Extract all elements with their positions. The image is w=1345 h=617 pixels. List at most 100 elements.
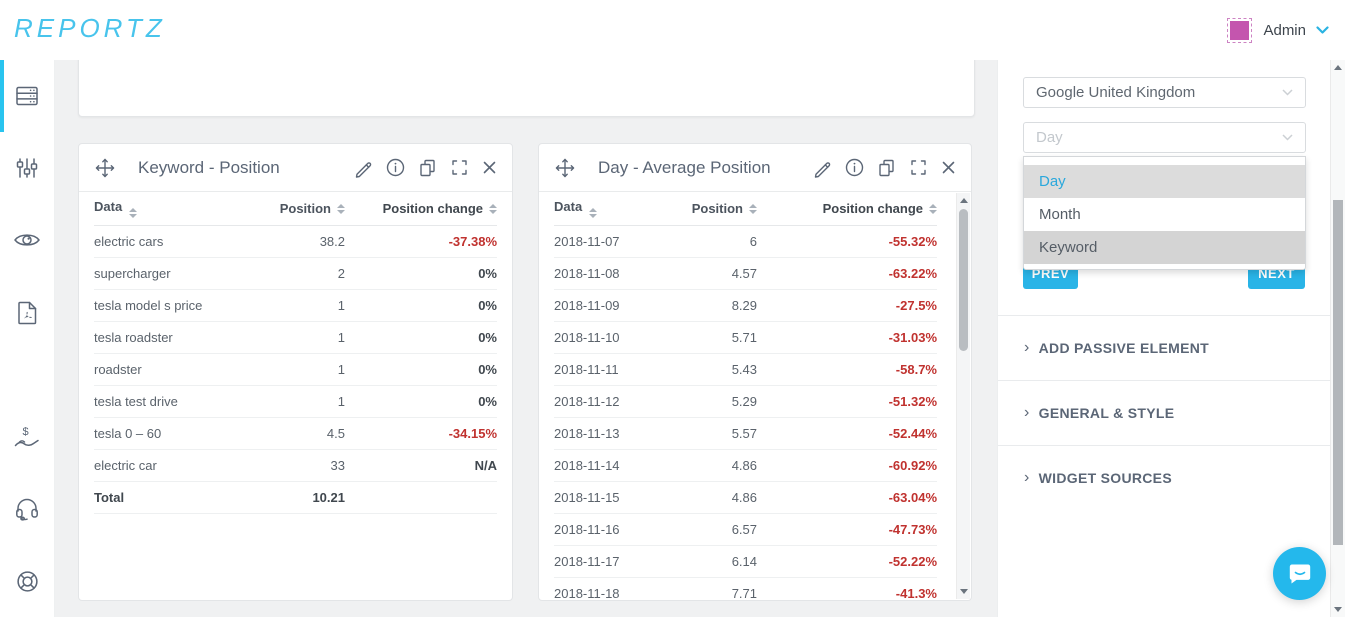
sidebar-item-billing[interactable]: $: [0, 401, 54, 473]
fullscreen-icon[interactable]: [909, 158, 928, 177]
accordion-section[interactable]: › GENERAL & STYLE: [998, 380, 1330, 445]
sidebar-item-help[interactable]: [0, 545, 54, 617]
cell-position-change: -27.5%: [895, 298, 937, 313]
widget-settings-panel: Google United Kingdom Day Day Month Keyw…: [997, 60, 1330, 617]
edit-pencil-icon[interactable]: [813, 158, 832, 178]
sort-icon[interactable]: [489, 203, 497, 214]
scroll-down-arrow-icon[interactable]: [1334, 607, 1342, 612]
user-name: Admin: [1263, 21, 1306, 39]
column-header-data[interactable]: Data: [554, 199, 669, 218]
app-header: REPORTZ Admin: [0, 0, 1345, 60]
info-icon[interactable]: [386, 158, 405, 177]
cell-date: 2018-11-17: [554, 554, 620, 569]
accordion-section[interactable]: › ADD PASSIVE ELEMENT: [998, 315, 1330, 380]
sidebar-item-preview[interactable]: [0, 204, 54, 276]
sidebar-item-widgets[interactable]: [0, 60, 54, 132]
search-engine-value: Google United Kingdom: [1036, 84, 1196, 101]
dropdown-option[interactable]: Keyword: [1024, 231, 1305, 264]
cell-date: 2018-11-12: [554, 394, 620, 409]
chevron-down-icon: [1282, 134, 1293, 141]
accordion-section-label: ADD PASSIVE ELEMENT: [1038, 340, 1209, 356]
scroll-up-arrow-icon[interactable]: [1334, 65, 1342, 70]
cell-position: 5.57: [731, 426, 757, 441]
scroll-up-arrow-icon[interactable]: [960, 198, 968, 203]
cell-date: 2018-11-10: [554, 330, 620, 345]
grouping-select[interactable]: Day: [1023, 122, 1306, 153]
cell-position-change: N/A: [474, 458, 497, 473]
scroll-down-arrow-icon[interactable]: [960, 589, 968, 594]
move-icon[interactable]: [94, 157, 116, 179]
duplicate-icon[interactable]: [877, 158, 896, 178]
page-scrollbar[interactable]: [1330, 60, 1345, 617]
cell-date: 2018-11-08: [554, 266, 620, 281]
close-icon[interactable]: [482, 160, 497, 175]
cell-keyword: electric cars: [94, 234, 164, 249]
move-icon[interactable]: [554, 157, 576, 179]
widget-title: Day - Average Position: [598, 157, 771, 177]
search-engine-select[interactable]: Google United Kingdom: [1023, 77, 1306, 108]
cell-date: 2018-11-14: [554, 458, 620, 473]
sort-icon[interactable]: [589, 208, 598, 218]
table-row: 2018-11-08 4.57 -63.22%: [554, 258, 937, 290]
table-row: 2018-11-15 4.86 -63.04%: [554, 482, 937, 514]
sort-icon[interactable]: [129, 208, 138, 218]
app-logo[interactable]: REPORTZ: [14, 13, 166, 43]
table-row: 2018-11-17 6.14 -52.22%: [554, 546, 937, 578]
pdf-file-icon: [17, 301, 36, 324]
cell-position-change: -37.38%: [448, 234, 497, 249]
fullscreen-icon[interactable]: [450, 158, 469, 177]
cell-date: 2018-11-15: [554, 490, 620, 505]
user-menu[interactable]: Admin: [1227, 0, 1329, 60]
accordion-section[interactable]: › WIDGET SOURCES: [998, 445, 1330, 510]
widget-card-partial: [78, 60, 975, 117]
cell-keyword: tesla model s price: [94, 298, 203, 313]
sort-icon[interactable]: [749, 203, 757, 214]
cell-position-change: -41.3%: [895, 586, 937, 601]
widget-header: Day - Average Position: [539, 144, 971, 192]
day-average-position-table: Data Position Position change 2018-11-07…: [539, 192, 971, 601]
sidebar-item-controls[interactable]: [0, 132, 54, 204]
life-ring-icon: [16, 570, 38, 592]
cell-position: 5.71: [731, 330, 757, 345]
sort-icon[interactable]: [337, 203, 345, 214]
cell-position: 1: [337, 394, 345, 409]
chevron-right-icon: ›: [1024, 339, 1030, 356]
cell-position: 6: [749, 234, 757, 249]
table-row: electric cars 38.2 -37.38%: [94, 226, 497, 258]
column-header-data[interactable]: Data: [94, 199, 257, 218]
duplicate-icon[interactable]: [418, 158, 437, 178]
cell-keyword: roadster: [94, 362, 142, 377]
cell-position: 6.14: [731, 554, 757, 569]
cell-position-change: -51.32%: [888, 394, 937, 409]
dropdown-option[interactable]: Day: [1024, 165, 1305, 198]
cell-date: 2018-11-09: [554, 298, 620, 313]
sort-icon[interactable]: [929, 203, 937, 214]
table-row: supercharger 2 0%: [94, 258, 497, 290]
sidebar-item-support[interactable]: [0, 473, 54, 545]
cell-keyword: tesla roadster: [94, 330, 173, 345]
cell-position: 7.71: [731, 586, 757, 601]
column-header-change[interactable]: Position change: [345, 201, 497, 216]
cell-date: 2018-11-16: [554, 522, 620, 537]
scrollbar-thumb[interactable]: [959, 209, 968, 351]
widget-scrollbar[interactable]: [956, 193, 970, 599]
cell-keyword: supercharger: [94, 266, 171, 281]
dropdown-option[interactable]: Month: [1039, 206, 1081, 223]
chat-launcher-button[interactable]: [1273, 547, 1326, 600]
edit-pencil-icon[interactable]: [354, 158, 373, 178]
column-header-position[interactable]: Position: [257, 201, 345, 216]
sidebar-item-pdf-export[interactable]: [0, 276, 54, 348]
widget-actions: [813, 158, 956, 178]
eye-icon: [14, 234, 40, 246]
column-header-change[interactable]: Position change: [757, 201, 937, 216]
table-row: 2018-11-10 5.71 -31.03%: [554, 322, 937, 354]
table-row: 2018-11-14 4.86 -60.92%: [554, 450, 937, 482]
column-header-position[interactable]: Position: [669, 201, 757, 216]
widget-title: Keyword - Position: [138, 157, 280, 177]
cell-position: 4.86: [731, 490, 757, 505]
scrollbar-thumb[interactable]: [1333, 200, 1343, 545]
avatar: [1227, 17, 1253, 43]
close-icon[interactable]: [941, 160, 956, 175]
info-icon[interactable]: [845, 158, 864, 177]
cell-keyword: tesla test drive: [94, 394, 178, 409]
